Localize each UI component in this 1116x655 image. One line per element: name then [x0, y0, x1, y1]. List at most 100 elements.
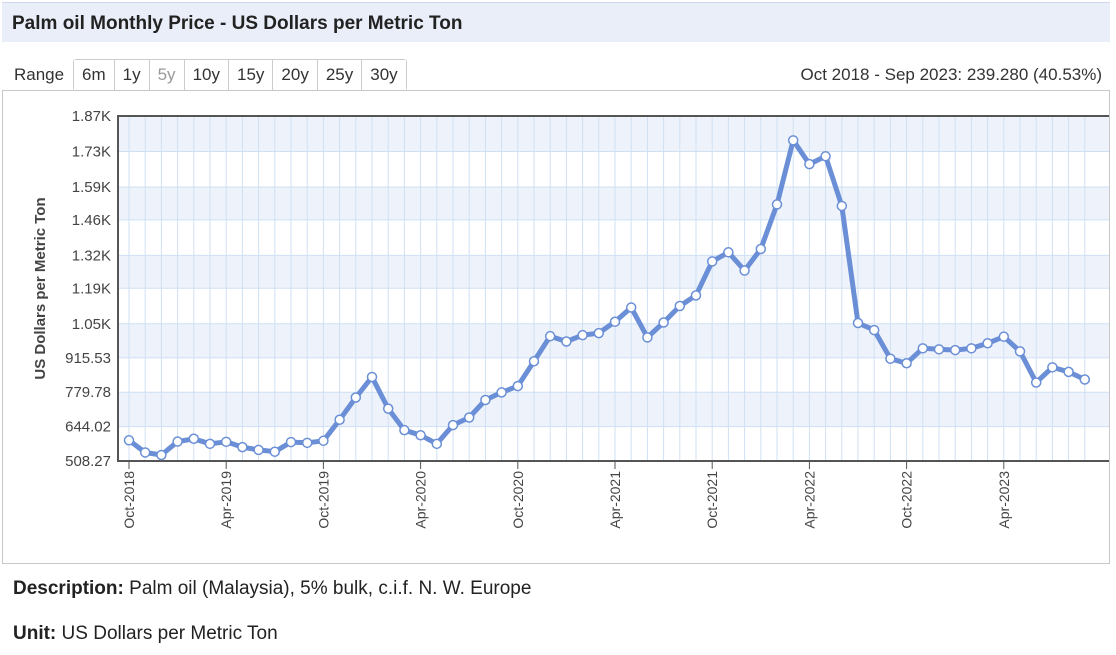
range-button-15y[interactable]: 15y	[228, 60, 274, 90]
unit-label: Unit:	[13, 623, 57, 644]
data-point[interactable]	[787, 135, 799, 146]
x-tick-label: Oct-2018	[121, 471, 137, 529]
x-tick-label: Apr-2020	[413, 471, 429, 529]
plot-band	[118, 116, 1109, 152]
data-point[interactable]	[318, 435, 329, 447]
x-tick-label: Apr-2021	[607, 471, 623, 529]
data-point[interactable]	[156, 449, 167, 461]
y-tick-label: 508.27	[65, 453, 111, 470]
data-point[interactable]	[982, 338, 993, 349]
data-point[interactable]	[382, 403, 394, 414]
data-point[interactable]	[852, 317, 864, 329]
data-point[interactable]	[172, 436, 183, 447]
y-tick-label: 644.02	[65, 419, 111, 436]
data-point[interactable]	[674, 300, 686, 312]
data-point[interactable]	[220, 436, 232, 448]
range-selector: 6m 1y 5y 10y 15y 20y 25y 30y	[73, 59, 407, 91]
data-point[interactable]	[301, 437, 313, 449]
y-tick-label: 1.19K	[72, 280, 111, 297]
data-point[interactable]	[966, 343, 977, 354]
data-point[interactable]	[609, 316, 621, 327]
data-point[interactable]	[544, 330, 556, 342]
data-point[interactable]	[463, 412, 475, 423]
data-point[interactable]	[447, 419, 459, 431]
data-point[interactable]	[512, 380, 524, 392]
data-point[interactable]	[593, 327, 605, 339]
data-point[interactable]	[204, 438, 216, 450]
data-point[interactable]	[868, 324, 880, 336]
data-point[interactable]	[577, 329, 588, 341]
x-tick-label: Oct-2021	[704, 471, 720, 529]
data-point[interactable]	[528, 355, 540, 367]
data-point[interactable]	[350, 392, 362, 403]
price-chart[interactable]: 508.27 644.02 779.78 915.53 1.05K 1.19K 1.32K 1…	[3, 91, 1109, 563]
plot-band	[118, 255, 1109, 289]
unit-row: Unit: US Dollars per Metric Ton	[13, 623, 278, 645]
data-point[interactable]	[1047, 362, 1058, 373]
data-point[interactable]	[690, 290, 702, 301]
data-point[interactable]	[771, 199, 783, 210]
x-tick-label: Apr-2022	[801, 471, 817, 529]
range-button-6m[interactable]: 6m	[74, 60, 115, 90]
x-tick-label: Oct-2022	[899, 471, 915, 529]
data-point[interactable]	[480, 394, 491, 406]
data-point[interactable]	[949, 344, 961, 356]
range-button-10y[interactable]: 10y	[184, 60, 229, 90]
plot-band	[118, 392, 1109, 427]
data-point[interactable]	[561, 336, 572, 347]
data-point[interactable]	[658, 317, 669, 328]
data-point[interactable]	[706, 256, 718, 267]
data-point[interactable]	[755, 243, 767, 255]
data-point[interactable]	[739, 265, 750, 276]
range-button-20y[interactable]: 20y	[273, 60, 318, 90]
data-point[interactable]	[642, 332, 653, 343]
range-summary: Oct 2018 - Sep 2023: 239.280 (40.53%)	[800, 65, 1102, 84]
plot-band	[118, 186, 1109, 220]
data-point[interactable]	[123, 435, 135, 446]
data-point[interactable]	[901, 358, 912, 369]
data-point[interactable]	[431, 438, 443, 450]
range-button-5y[interactable]: 5y	[149, 60, 185, 90]
chart-title-bar: Palm oil Monthly Price - US Dollars per …	[2, 2, 1110, 42]
data-point[interactable]	[334, 414, 345, 426]
data-point[interactable]	[625, 302, 637, 313]
data-point[interactable]	[285, 436, 297, 448]
description-row: Description: Palm oil (Malaysia), 5% bul…	[13, 578, 531, 600]
range-button-25y[interactable]: 25y	[317, 60, 363, 90]
data-point[interactable]	[1063, 366, 1074, 378]
plot-border	[117, 115, 1109, 462]
data-point[interactable]	[1030, 377, 1042, 388]
data-point[interactable]	[1014, 346, 1026, 357]
data-point[interactable]	[998, 331, 1010, 342]
data-point[interactable]	[188, 433, 200, 445]
y-tick-label: 1.73K	[72, 143, 111, 160]
description-value: Palm oil (Malaysia), 5% bulk, c.i.f. N. …	[129, 578, 532, 599]
data-point[interactable]	[269, 446, 281, 457]
data-point[interactable]	[496, 387, 507, 398]
range-button-1y[interactable]: 1y	[114, 60, 150, 90]
data-point[interactable]	[917, 343, 929, 354]
data-point[interactable]	[1079, 374, 1091, 385]
y-tick-label: 1.46K	[72, 212, 111, 229]
y-tick-label: 779.78	[65, 384, 111, 401]
data-point[interactable]	[139, 447, 151, 458]
data-point[interactable]	[836, 200, 848, 212]
data-point[interactable]	[399, 424, 410, 436]
unit-value: US Dollars per Metric Ton	[61, 623, 278, 644]
range-button-30y[interactable]: 30y	[362, 60, 406, 90]
y-tick-label: 1.32K	[72, 247, 111, 264]
data-point[interactable]	[415, 429, 426, 441]
data-point[interactable]	[253, 444, 264, 456]
data-point[interactable]	[933, 344, 945, 355]
chart-frame: 508.27 644.02 779.78 915.53 1.05K 1.19K 1.32K 1…	[2, 90, 1110, 564]
y-tick-label: 1.59K	[72, 179, 111, 196]
x-tick-label: Oct-2020	[510, 471, 526, 529]
data-point[interactable]	[804, 158, 815, 170]
data-point[interactable]	[237, 441, 248, 453]
data-point[interactable]	[885, 353, 896, 364]
x-tick-label: Apr-2023	[996, 471, 1012, 529]
data-point[interactable]	[723, 247, 734, 258]
data-point[interactable]	[820, 151, 831, 162]
y-axis-title: US Dollars per Metric Ton	[32, 197, 49, 379]
data-point[interactable]	[366, 371, 378, 383]
